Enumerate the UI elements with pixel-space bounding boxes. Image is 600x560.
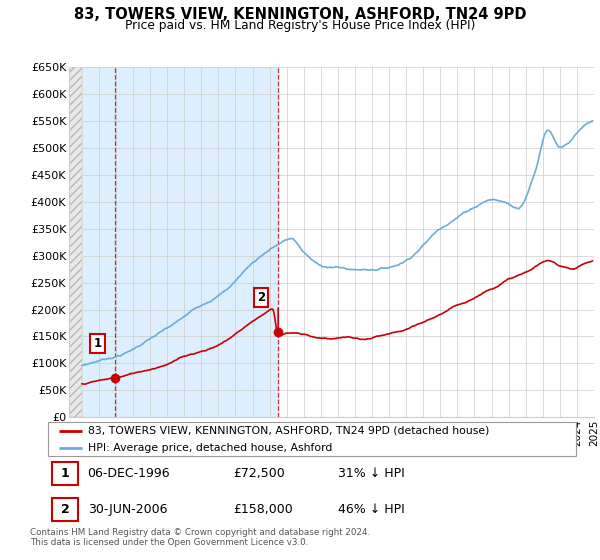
Bar — [69, 67, 278, 417]
Text: HPI: Average price, detached house, Ashford: HPI: Average price, detached house, Ashf… — [88, 443, 332, 453]
Text: 83, TOWERS VIEW, KENNINGTON, ASHFORD, TN24 9PD: 83, TOWERS VIEW, KENNINGTON, ASHFORD, TN… — [74, 7, 526, 22]
Text: £158,000: £158,000 — [233, 503, 293, 516]
Text: 06-DEC-1996: 06-DEC-1996 — [88, 467, 170, 480]
Text: 1: 1 — [61, 467, 69, 480]
FancyBboxPatch shape — [52, 462, 77, 485]
Text: 46% ↓ HPI: 46% ↓ HPI — [338, 503, 405, 516]
FancyBboxPatch shape — [48, 422, 576, 456]
Text: 1: 1 — [94, 337, 101, 349]
Bar — [69, 67, 82, 417]
Text: Contains HM Land Registry data © Crown copyright and database right 2024.
This d: Contains HM Land Registry data © Crown c… — [30, 528, 370, 547]
Text: 2: 2 — [61, 503, 69, 516]
Bar — [69, 67, 82, 417]
Text: 31% ↓ HPI: 31% ↓ HPI — [338, 467, 405, 480]
Text: £72,500: £72,500 — [233, 467, 284, 480]
FancyBboxPatch shape — [52, 498, 77, 521]
Text: 83, TOWERS VIEW, KENNINGTON, ASHFORD, TN24 9PD (detached house): 83, TOWERS VIEW, KENNINGTON, ASHFORD, TN… — [88, 426, 489, 436]
Text: 30-JUN-2006: 30-JUN-2006 — [88, 503, 167, 516]
Text: 2: 2 — [257, 291, 265, 304]
Text: Price paid vs. HM Land Registry's House Price Index (HPI): Price paid vs. HM Land Registry's House … — [125, 19, 475, 32]
